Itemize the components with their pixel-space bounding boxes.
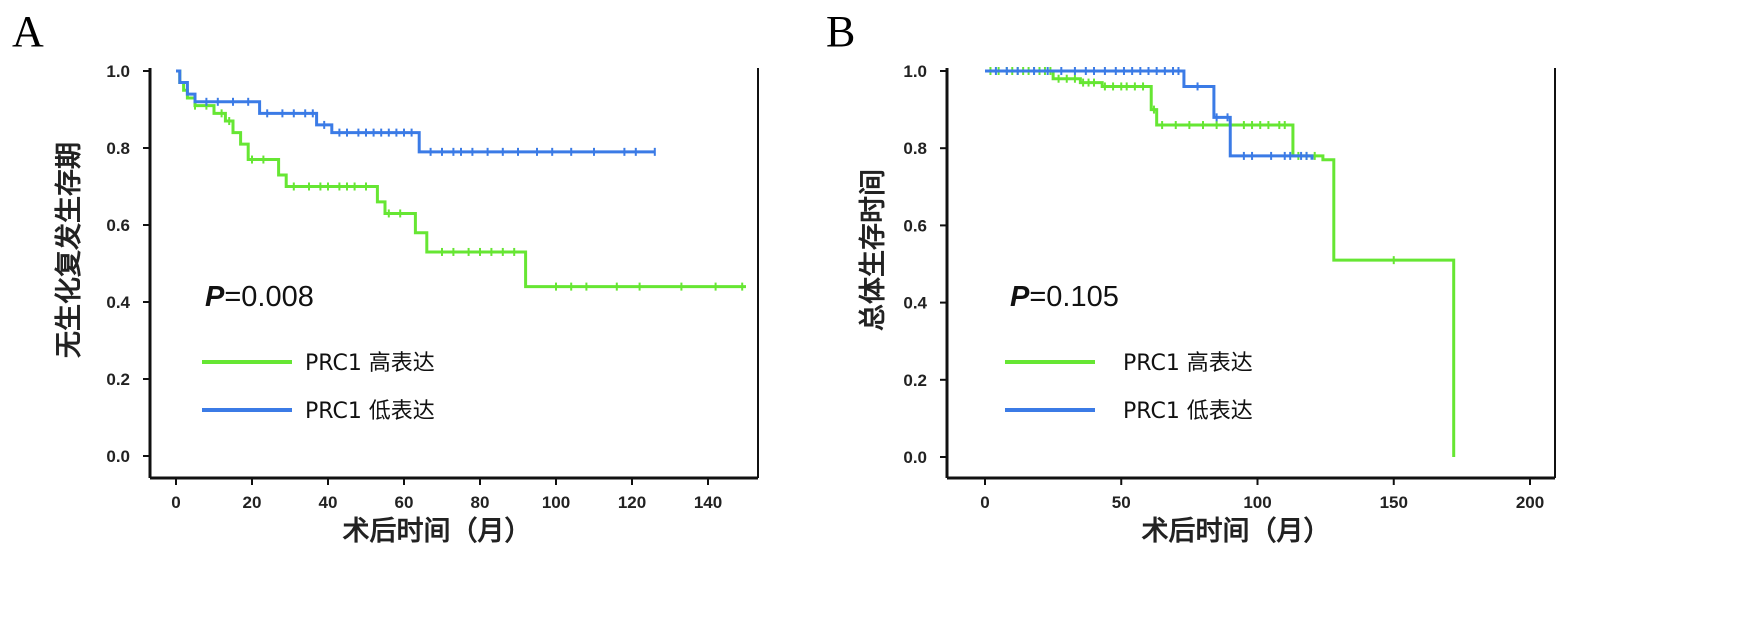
panel-letter: A [12, 7, 44, 56]
x-tick-label: 80 [471, 493, 490, 512]
x-tick-label: 0 [980, 493, 989, 512]
x-tick-label: 140 [694, 493, 722, 512]
panel-a: A 0.0 0.2 0.4 0.6 0.8 1.0 0 20 40 60 80 100 120 140 术后时… [12, 7, 759, 547]
panel-b: B 0.0 0.2 0.4 0.6 0.8 1.0 0 50 100 150 200 术后时间（月） 总体… [826, 7, 1556, 547]
series-high: PRC1 高表达 [985, 67, 1456, 457]
y-tick-label: 0.8 [903, 139, 927, 158]
survival-curve [985, 69, 1314, 160]
y-tick-label: 0.6 [903, 216, 927, 235]
p-value-symbol: P [205, 281, 225, 313]
y-axis-label: 无生化复发生存期 [53, 142, 85, 358]
p-value-number: =0.105 [1029, 281, 1119, 313]
y-tick-label: 0.4 [106, 293, 130, 312]
p-value-number: =0.008 [224, 281, 314, 313]
p-value-symbol: P [1010, 281, 1030, 313]
y-tick-label: 0.0 [903, 448, 927, 467]
y-tick-label: 0.2 [106, 370, 130, 389]
y-tick-label: 0.2 [903, 371, 927, 390]
x-tick-label: 100 [542, 493, 570, 512]
x-tick-label: 100 [1243, 493, 1271, 512]
y-axis-label: 总体生存时间 [858, 169, 889, 331]
x-tick-label: 50 [1112, 493, 1131, 512]
x-tick-label: 20 [243, 493, 262, 512]
x-tick-label: 150 [1380, 493, 1408, 512]
series-high: PRC1 高表达 [176, 69, 746, 376]
x-tick-label: 0 [171, 493, 180, 512]
survival-curve [985, 69, 1456, 457]
series-low: PRC1 低表达 [176, 69, 656, 424]
x-axis-label: 术后时间（月） [1142, 516, 1331, 547]
y-tick-label: 0.4 [903, 294, 927, 313]
y-tick-label: 1.0 [106, 62, 130, 81]
y-tick-label: 0.0 [106, 447, 130, 466]
x-axis-label: 术后时间（月） [343, 516, 532, 547]
p-value-label: P=0.105 [1010, 281, 1119, 313]
x-tick-label: 120 [618, 493, 646, 512]
y-tick-label: 0.8 [106, 139, 130, 158]
x-tick-label: 200 [1516, 493, 1544, 512]
y-tick-label: 1.0 [903, 62, 927, 81]
series-low: PRC1 低表达 [985, 67, 1314, 424]
x-tick-label: 60 [395, 493, 414, 512]
legend-label: PRC1 高表达 [305, 351, 435, 376]
legend-label: PRC1 低表达 [1123, 399, 1253, 424]
x-tick-label: 40 [319, 493, 338, 512]
legend-label: PRC1 低表达 [305, 399, 435, 424]
survival-curve [176, 69, 655, 154]
p-value-label: P=0.008 [205, 281, 314, 313]
survival-curve [176, 69, 746, 289]
y-tick-label: 0.6 [106, 216, 130, 235]
legend-label: PRC1 高表达 [1123, 351, 1253, 376]
panel-letter: B [826, 7, 855, 56]
